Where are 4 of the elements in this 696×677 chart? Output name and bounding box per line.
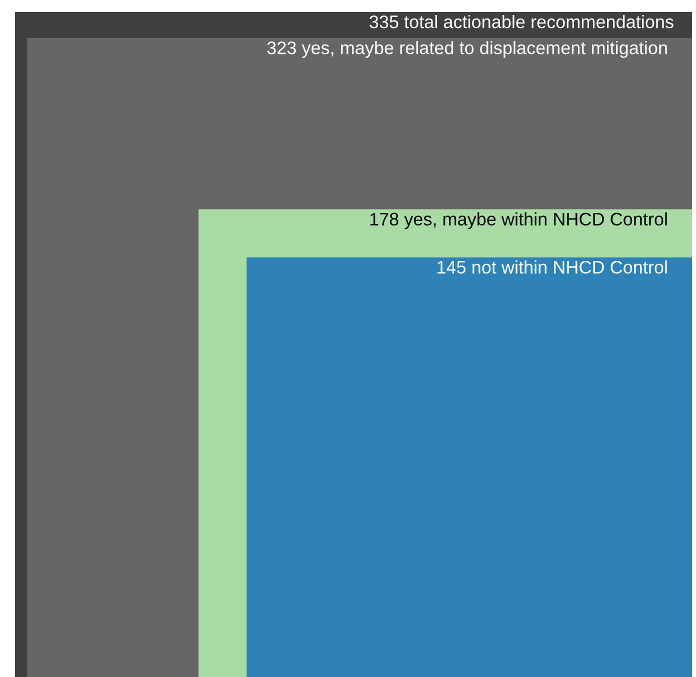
data-label: 335 total actionable recommendations — [370, 15, 674, 28]
data-label: 323 yes, maybe related to displacement mitigation — [267, 41, 667, 58]
data-label: 178 yes, maybe within NHCD Control — [370, 212, 667, 230]
data-label: 145 not within NHCD Control — [438, 260, 667, 274]
